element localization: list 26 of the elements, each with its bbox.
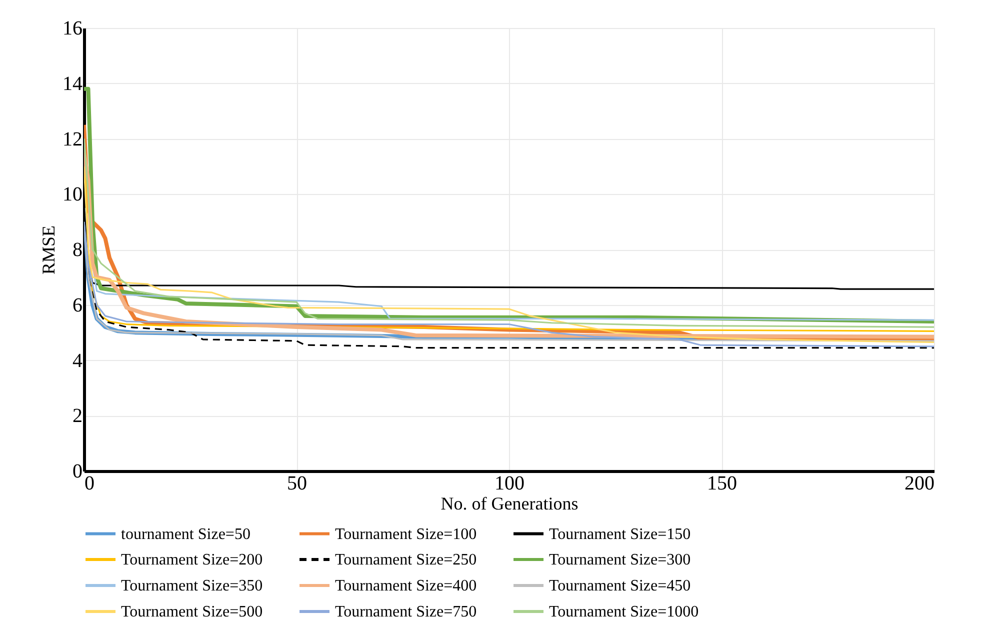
y-tick-label: 2 xyxy=(72,405,82,428)
y-tick-label: 6 xyxy=(72,294,82,316)
legend-label: Tournament Size=350 xyxy=(121,578,263,594)
legend-label: Tournament Size=1000 xyxy=(549,604,699,620)
legend-label: tournament Size=50 xyxy=(121,526,250,543)
y-tick-label: 12 xyxy=(62,128,82,150)
legend-label: Tournament Size=300 xyxy=(549,552,691,568)
y-tick-label: 14 xyxy=(62,72,82,95)
y-tick-label: 16 xyxy=(62,18,82,40)
x-axis-title: No. of Generations xyxy=(440,494,578,514)
legend-label: Tournament Size=750 xyxy=(335,604,477,620)
x-tick-label: 50 xyxy=(287,472,307,494)
legend-label: Tournament Size=200 xyxy=(121,552,263,568)
x-tick-label: 200 xyxy=(904,472,934,494)
legend-label: Tournament Size=400 xyxy=(335,578,477,594)
y-tick-label: 8 xyxy=(72,239,82,261)
legend-label: Tournament Size=450 xyxy=(549,578,691,594)
y-tick-label: 10 xyxy=(62,184,82,206)
legend-label: Tournament Size=150 xyxy=(549,526,691,543)
x-tick-label: 150 xyxy=(707,472,737,494)
legend-label: Tournament Size=100 xyxy=(335,526,477,543)
y-axis-title: RMSE xyxy=(38,225,58,275)
legend-label: Tournament Size=250 xyxy=(335,552,477,568)
x-tick-label: 100 xyxy=(494,472,524,494)
legend-label: Tournament Size=500 xyxy=(121,604,263,620)
y-tick-label: 4 xyxy=(72,350,82,372)
